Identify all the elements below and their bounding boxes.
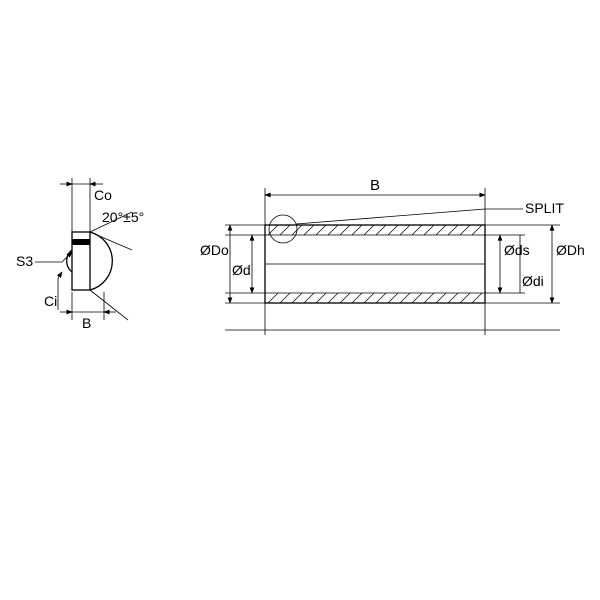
label-s3: S3 <box>16 253 33 269</box>
label-co: Co <box>94 187 112 203</box>
label-split: SPLIT <box>525 200 564 216</box>
label-d: Ød <box>232 262 251 278</box>
label-ci: Ci <box>44 293 57 309</box>
label-b-left: B <box>82 315 91 331</box>
label-di: Ødi <box>522 273 544 289</box>
label-dh: ØDh <box>556 242 585 258</box>
technical-drawing: Co 20°±5° S3 Ci B <box>0 0 600 600</box>
label-ds: Øds <box>504 242 530 258</box>
label-b-right: B <box>370 177 380 194</box>
label-angle: 20°±5° <box>102 209 144 225</box>
right-longitudinal-view <box>225 188 560 335</box>
label-do: ØDo <box>200 242 229 258</box>
